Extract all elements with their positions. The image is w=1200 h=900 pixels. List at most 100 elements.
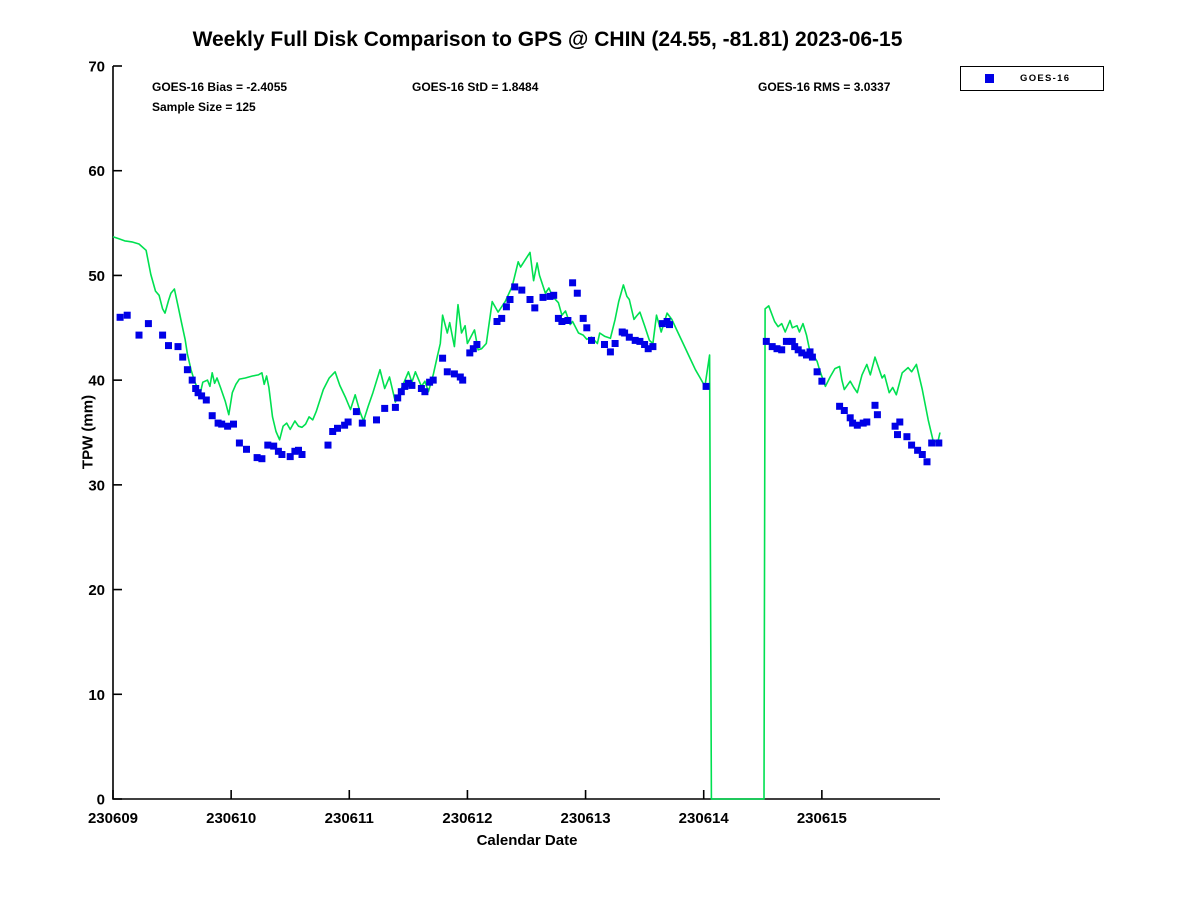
goes16-marker [397, 388, 405, 396]
y-tick-label: 0 [97, 792, 105, 809]
goes16-marker [498, 314, 506, 322]
goes16-marker [165, 342, 172, 350]
stat-rms: GOES-16 RMS = 3.0337 [758, 80, 891, 94]
goes16-marker [569, 279, 577, 287]
goes16-marker [908, 441, 916, 449]
goes16-marker [159, 331, 167, 339]
goes16-marker [546, 292, 554, 300]
goes16-marker [511, 283, 519, 291]
x-axis-label: Calendar Date [476, 832, 578, 849]
goes16-marker [588, 336, 595, 344]
goes16-marker [466, 349, 474, 357]
goes16-marker [192, 385, 200, 392]
goes16-marker [450, 370, 458, 378]
goes16-marker [935, 439, 943, 447]
goes16-marker [373, 416, 380, 424]
goes16-marker [658, 320, 666, 328]
goes16-marker [768, 343, 776, 351]
goes16-marker [778, 346, 786, 354]
goes16-marker [573, 289, 581, 297]
goes16-marker [179, 353, 187, 361]
goes16-marker [358, 419, 366, 427]
goes16-marker [183, 366, 191, 374]
y-tick-label: 50 [88, 268, 105, 285]
goes16-marker [558, 318, 566, 325]
goes16-marker [641, 341, 649, 348]
goes16-marker [579, 314, 587, 322]
goes16-marker [806, 348, 814, 356]
goes16-marker [840, 407, 848, 414]
goes16-marker [702, 382, 710, 390]
goes16-marker [794, 346, 802, 354]
goes16-marker [666, 321, 673, 329]
goes16-marker [539, 293, 547, 301]
x-tick-label: 230610 [206, 810, 256, 827]
goes16-marker [502, 303, 510, 311]
goes16-marker [583, 324, 591, 332]
goes16-marker [214, 419, 222, 427]
goes16-markers [116, 279, 943, 466]
goes16-marker [531, 304, 539, 312]
goes16-marker [762, 337, 770, 345]
goes16-marker [813, 368, 821, 376]
goes16-marker [443, 368, 451, 376]
goes16-marker [526, 296, 534, 303]
goes16-marker [808, 353, 816, 361]
goes16-marker [928, 439, 936, 447]
goes16-marker [896, 418, 904, 426]
goes16-marker [421, 388, 429, 396]
chart-title: Weekly Full Disk Comparison to GPS @ CHI… [192, 28, 903, 51]
goes16-marker [298, 451, 306, 458]
goes16-marker [198, 392, 206, 400]
y-tick-label: 20 [88, 582, 105, 599]
goes16-marker [202, 396, 210, 404]
goes16-marker [144, 320, 152, 328]
goes16-marker [918, 451, 926, 458]
goes16-marker [230, 420, 237, 428]
goes16-marker [116, 313, 124, 321]
y-tick-label: 30 [88, 477, 105, 494]
goes16-marker [782, 337, 790, 345]
goes16-marker [258, 455, 266, 463]
x-tick-label: 230609 [88, 810, 138, 827]
goes16-marker [644, 345, 652, 353]
goes16-marker [123, 311, 131, 319]
goes16-marker [253, 454, 261, 462]
goes16-marker [408, 381, 416, 389]
legend-marker-swatch [985, 74, 994, 83]
x-tick-label: 230615 [797, 810, 847, 827]
y-tick-label: 40 [88, 373, 105, 390]
goes16-marker [914, 446, 922, 454]
goes16-marker [473, 341, 481, 348]
goes16-marker [344, 418, 352, 426]
goes16-marker [873, 411, 881, 419]
goes16-marker [649, 343, 657, 351]
goes16-marker [518, 286, 526, 294]
y-tick-label: 10 [88, 687, 105, 704]
legend-entry-label: GOES-16 [1020, 73, 1071, 84]
gps-line [112, 235, 941, 800]
x-tick-label: 230614 [679, 810, 730, 827]
goes16-marker [286, 453, 294, 461]
goes16-marker [891, 422, 899, 430]
goes16-marker [798, 349, 806, 357]
goes16-marker [859, 419, 867, 427]
y-tick-label: 60 [88, 163, 105, 180]
goes16-marker [224, 422, 232, 430]
goes16-marker [264, 441, 272, 449]
goes16-marker [849, 419, 857, 427]
goes16-marker [329, 428, 337, 435]
goes16-marker [788, 337, 796, 345]
goes16-marker [188, 376, 196, 384]
goes16-marker [631, 336, 639, 344]
goes16-marker [863, 418, 871, 426]
goes16-marker [208, 412, 216, 420]
y-tick-label: 70 [88, 59, 105, 76]
goes16-marker [506, 296, 514, 303]
goes16-marker [381, 404, 389, 412]
goes16-marker [278, 451, 286, 458]
goes16-marker [426, 378, 434, 386]
goes16-marker [439, 354, 447, 362]
axes-frame [112, 66, 940, 800]
